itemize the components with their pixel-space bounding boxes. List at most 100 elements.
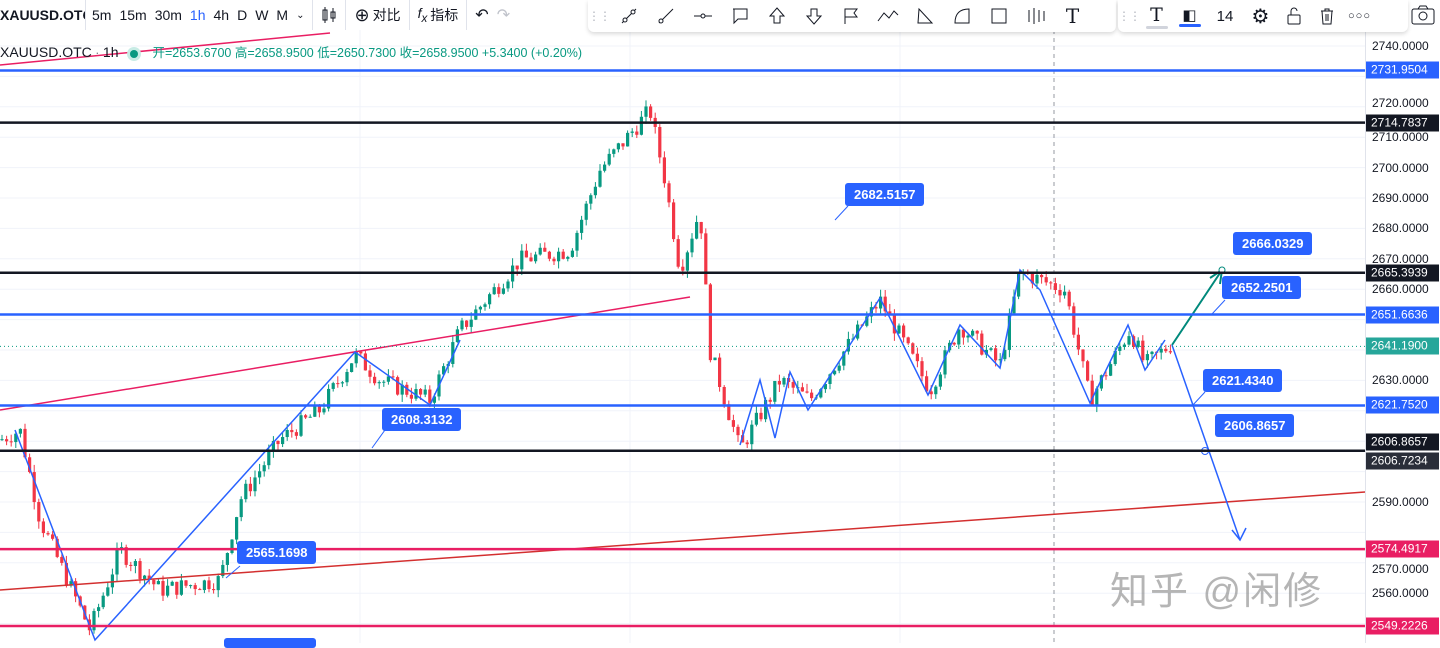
unlock-icon[interactable] (1277, 0, 1310, 32)
price-note[interactable]: 2608.3132 (382, 408, 462, 431)
price-axis[interactable]: 2740.0000 2720.0000 2710.0000 2700.0000 2690… (1365, 30, 1440, 643)
candle (69, 581, 73, 586)
candle (552, 258, 556, 262)
candle (1053, 283, 1057, 291)
candle (810, 392, 814, 399)
candle (902, 325, 906, 338)
horizontal-line-icon[interactable] (684, 0, 721, 32)
candle (244, 483, 248, 500)
price-note[interactable]: 2621.4340 (1203, 369, 1283, 392)
candle (667, 183, 671, 203)
candle (635, 131, 639, 135)
candle (115, 549, 119, 575)
candle (124, 547, 128, 565)
price-tick: 2570.0000 (1372, 561, 1429, 576)
text-color-icon[interactable]: T (1140, 0, 1173, 32)
candle (520, 250, 524, 270)
price-note[interactable]: 2682.5157 (845, 183, 925, 206)
candle (64, 562, 68, 586)
candle (290, 429, 294, 433)
candles-icon[interactable] (317, 5, 341, 25)
candle (506, 281, 510, 289)
interval-D[interactable]: D (237, 7, 248, 23)
fx-icon: fx (417, 5, 428, 25)
candle (423, 389, 427, 395)
candle (55, 538, 59, 557)
interval-30m[interactable]: 30m (154, 7, 182, 23)
flag-icon[interactable] (832, 0, 869, 32)
fill-color-icon[interactable]: ◧ (1173, 0, 1206, 32)
arrow-down-icon[interactable] (795, 0, 832, 32)
candle (262, 465, 266, 472)
candle (28, 457, 32, 473)
rectangle-icon[interactable] (980, 0, 1017, 32)
gear-icon[interactable]: ⚙ (1251, 5, 1270, 28)
candle (18, 428, 22, 434)
candle (566, 256, 570, 259)
candle (626, 132, 630, 147)
candle (175, 581, 179, 595)
candle (865, 316, 869, 326)
undo-icon[interactable]: ↶ (475, 7, 489, 24)
arrow-up-icon[interactable] (758, 0, 795, 32)
more-icon[interactable]: ○○○ (1348, 10, 1371, 22)
candle (736, 426, 740, 436)
ray-icon[interactable] (647, 0, 684, 32)
candle (184, 580, 188, 586)
interval-M[interactable]: M (276, 7, 289, 23)
candle (1095, 388, 1099, 405)
price-note[interactable] (224, 638, 316, 648)
price-label: 2665.3939 (1366, 264, 1439, 282)
candle (419, 389, 423, 395)
redo-icon[interactable]: ↷ (496, 7, 511, 24)
candle (1118, 346, 1122, 351)
arc-icon[interactable] (943, 0, 980, 32)
font-size-select[interactable]: 14 (1216, 7, 1234, 25)
candle (322, 408, 326, 413)
triangle-icon[interactable] (906, 0, 943, 32)
camera-icon[interactable] (1410, 4, 1436, 26)
candle (823, 383, 827, 390)
symbol-search[interactable]: XAUUSD.OTC (0, 0, 86, 30)
candle (1049, 282, 1053, 284)
interval-1h[interactable]: 1h (189, 7, 206, 23)
callout-icon[interactable] (721, 0, 758, 32)
interval-5m[interactable]: 5m (92, 7, 112, 23)
candle (1067, 291, 1071, 307)
candle (92, 611, 96, 631)
candle (800, 387, 804, 392)
trash-icon[interactable] (1310, 0, 1343, 32)
drawing-properties-toolbar: ⋮⋮ T ◧ 14 ⚙ ○○○ (1118, 0, 1408, 32)
compare-button[interactable]: ⊕ 对比 (354, 4, 401, 25)
interval-W[interactable]: W (255, 7, 269, 23)
candle (363, 353, 367, 371)
trend-line-icon[interactable] (610, 0, 647, 32)
price-note[interactable]: 2565.1698 (237, 541, 317, 564)
text-icon[interactable]: T (1065, 4, 1080, 28)
forecast-arrow-up (1171, 269, 1223, 346)
chevron-down-icon[interactable]: ⌄ (296, 9, 305, 21)
interval-15m[interactable]: 15m (119, 7, 147, 23)
candle (1063, 291, 1067, 296)
candle (598, 170, 602, 187)
candle (501, 288, 505, 294)
price-note[interactable]: 2606.8657 (1215, 414, 1295, 437)
candle (915, 353, 919, 362)
candle (1044, 277, 1048, 283)
drag-handle-icon[interactable]: ⋮⋮ (588, 9, 611, 23)
interval-4h[interactable]: 4h (213, 7, 230, 23)
candle (5, 439, 9, 442)
candle (373, 376, 377, 384)
price-note[interactable]: 2666.0329 (1233, 232, 1313, 255)
candle-pattern-icon[interactable] (1017, 0, 1054, 32)
indicators-button[interactable]: fx 指标 (417, 5, 459, 25)
candle (161, 581, 165, 596)
candle (952, 342, 956, 345)
drag-handle-icon[interactable]: ⋮⋮ (1118, 9, 1141, 23)
candle (1099, 375, 1103, 389)
price-note[interactable]: 2652.2501 (1222, 276, 1302, 299)
candle (773, 380, 777, 402)
polyline-icon[interactable] (869, 0, 906, 32)
candle (60, 556, 64, 563)
